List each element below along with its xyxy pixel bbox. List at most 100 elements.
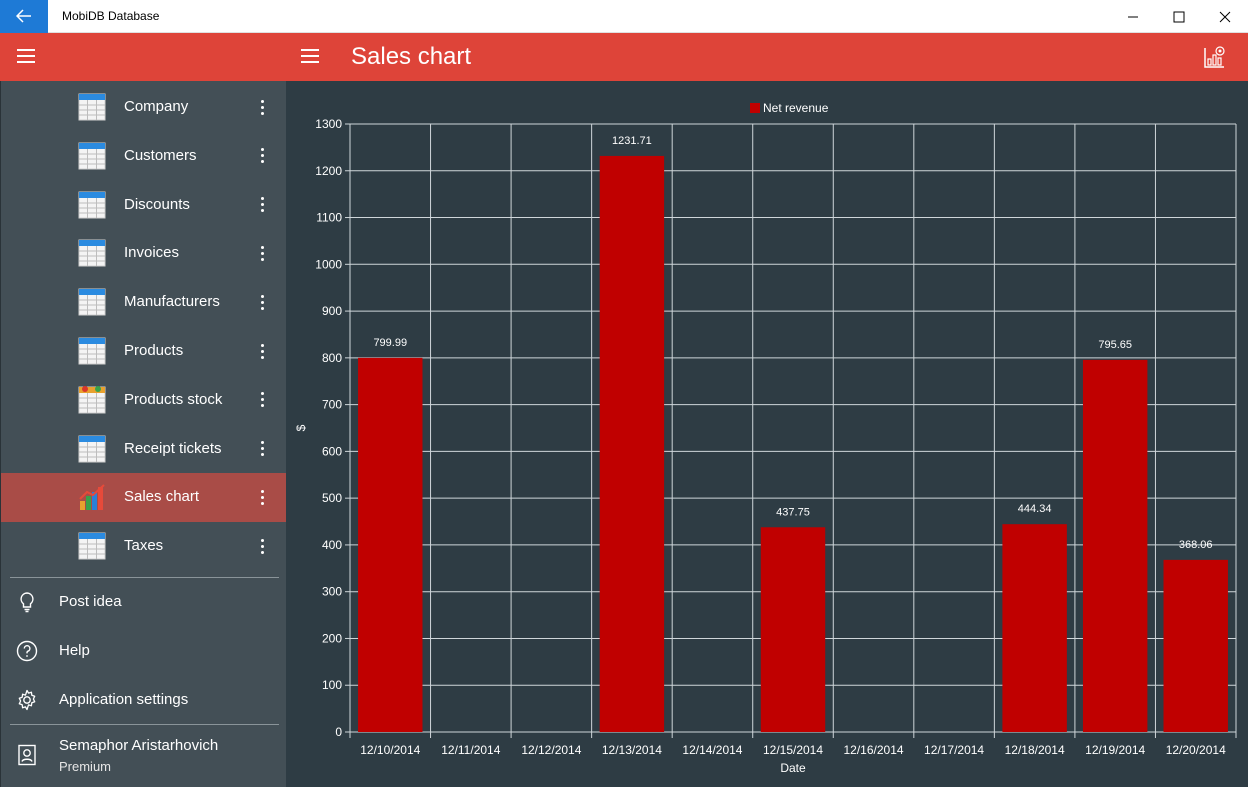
sidebar-divider bbox=[10, 577, 279, 578]
x-tick-label: 12/12/2014 bbox=[521, 743, 581, 757]
x-tick-label: 12/20/2014 bbox=[1166, 743, 1226, 757]
sidebar-item-label: Sales chart bbox=[124, 488, 200, 506]
table-icon bbox=[78, 93, 106, 121]
minimize-button[interactable] bbox=[1110, 0, 1156, 33]
x-tick-label: 12/18/2014 bbox=[1005, 743, 1065, 757]
table-icon bbox=[78, 435, 106, 463]
close-icon bbox=[1219, 11, 1231, 22]
y-tick-label: 300 bbox=[322, 585, 342, 599]
back-arrow-icon bbox=[16, 9, 31, 23]
data-label: 437.75 bbox=[776, 506, 810, 518]
user-name: Semaphor Aristarhovich bbox=[59, 737, 219, 754]
post-idea-label: Post idea bbox=[59, 593, 122, 610]
more-options-icon[interactable] bbox=[256, 437, 268, 461]
data-label: 799.99 bbox=[373, 337, 407, 349]
more-options-icon[interactable] bbox=[256, 290, 268, 314]
y-tick-label: 1300 bbox=[315, 117, 342, 131]
user-plan: Premium bbox=[59, 759, 112, 774]
x-tick-label: 12/13/2014 bbox=[602, 743, 662, 757]
data-label: 1231.71 bbox=[612, 135, 652, 147]
chart-area: 0 100 200 300 400 500 600 700 800 900 1000 1100 1200… bbox=[286, 81, 1248, 787]
sidebar-item-label: Company bbox=[124, 98, 189, 115]
chart-settings-button[interactable] bbox=[1202, 44, 1228, 70]
y-tick-label: 700 bbox=[322, 398, 342, 412]
more-options-icon[interactable] bbox=[256, 144, 268, 168]
chart-settings-icon bbox=[1204, 46, 1225, 68]
sidebar-item-label: Products stock bbox=[124, 390, 223, 408]
y-tick-label: 500 bbox=[322, 491, 342, 505]
sidebar-item-sales-chart[interactable]: Sales chart bbox=[1, 473, 287, 523]
sidebar-item-discounts[interactable]: Discounts bbox=[1, 181, 287, 230]
help-item[interactable]: Help bbox=[1, 627, 287, 676]
x-axis-label: Date bbox=[780, 761, 806, 775]
back-button[interactable] bbox=[0, 0, 48, 33]
bar-12-13-2014 bbox=[599, 155, 665, 732]
sidebar-item-label: Discounts bbox=[124, 195, 190, 213]
minimize-icon bbox=[1128, 16, 1138, 17]
sidebar-item-taxes[interactable]: Taxes bbox=[1, 522, 287, 571]
sidebar-item-label: Receipt tickets bbox=[124, 439, 222, 457]
more-options-icon[interactable] bbox=[256, 388, 268, 412]
x-tick-label: 12/10/2014 bbox=[360, 743, 420, 757]
sidebar-item-label: Taxes bbox=[124, 537, 164, 555]
bar-12-15-2014 bbox=[760, 527, 826, 732]
user-account-item[interactable]: Semaphor Aristarhovich Premium bbox=[1, 729, 287, 785]
sidebar-menu-button[interactable] bbox=[17, 49, 35, 63]
window-title: MobiDB Database bbox=[62, 9, 160, 23]
more-options-icon[interactable] bbox=[256, 534, 268, 558]
legend-label: Net revenue bbox=[763, 101, 829, 115]
sidebar-item-manufacturers[interactable]: Manufacturers bbox=[1, 278, 287, 327]
y-tick-label: 1000 bbox=[315, 257, 342, 271]
title-bar: MobiDB Database bbox=[0, 0, 1248, 33]
post-idea-item[interactable]: Post idea bbox=[1, 578, 287, 627]
table-icon bbox=[78, 142, 106, 170]
y-tick-label: 100 bbox=[322, 678, 342, 692]
x-tick-label: 12/19/2014 bbox=[1085, 743, 1145, 757]
close-button[interactable] bbox=[1202, 0, 1248, 33]
table-icon bbox=[78, 191, 106, 219]
y-tick-label: 800 bbox=[322, 351, 342, 365]
sidebar-item-products[interactable]: Products bbox=[1, 327, 287, 376]
x-tick-label: 12/17/2014 bbox=[924, 743, 984, 757]
bar-12-10-2014 bbox=[358, 357, 423, 732]
more-options-icon[interactable] bbox=[256, 193, 268, 217]
sidebar-item-products-stock[interactable]: Products stock bbox=[1, 376, 287, 425]
x-tick-label: 12/11/2014 bbox=[441, 743, 500, 757]
sidebar-item-company[interactable]: Company bbox=[1, 83, 287, 132]
more-options-icon[interactable] bbox=[256, 241, 268, 265]
sidebar: Company Customers Discounts Invoices Manufac… bbox=[0, 81, 287, 787]
more-options-icon[interactable] bbox=[256, 339, 268, 363]
bar-12-18-2014 bbox=[1002, 524, 1067, 732]
stock-table-icon bbox=[78, 385, 106, 414]
application-settings-item[interactable]: Application settings bbox=[1, 676, 287, 725]
page-menu-button[interactable] bbox=[301, 49, 319, 63]
y-tick-label: 400 bbox=[322, 538, 342, 552]
sidebar-item-receipt-tickets[interactable]: Receipt tickets bbox=[1, 425, 287, 474]
lightbulb-icon bbox=[20, 592, 34, 613]
sidebar-item-invoices[interactable]: Invoices bbox=[1, 229, 287, 278]
sidebar-item-label: Customers bbox=[124, 146, 197, 164]
data-label: 795.65 bbox=[1098, 339, 1132, 351]
sales-bar-chart: 0 100 200 300 400 500 600 700 800 900 1000 1100 1200… bbox=[294, 101, 1237, 775]
more-options-icon[interactable] bbox=[256, 485, 268, 509]
x-tick-label: 12/15/2014 bbox=[763, 743, 823, 757]
x-tick-label: 12/16/2014 bbox=[844, 743, 904, 757]
sidebar-item-label: Invoices bbox=[124, 244, 180, 262]
y-tick-label: 200 bbox=[322, 631, 342, 645]
y-tick-label: 0 bbox=[335, 725, 342, 739]
app-header: Sales chart bbox=[0, 33, 1248, 81]
maximize-button[interactable] bbox=[1156, 0, 1202, 33]
sidebar-item-label: Manufacturers bbox=[124, 293, 220, 311]
more-options-icon[interactable] bbox=[256, 95, 268, 119]
gear-icon bbox=[18, 689, 36, 711]
bar-chart-icon bbox=[79, 484, 105, 511]
y-tick-label: 1200 bbox=[315, 164, 342, 178]
data-label: 368.06 bbox=[1179, 539, 1213, 551]
maximize-icon bbox=[1173, 11, 1185, 22]
bar-12-19-2014 bbox=[1082, 359, 1148, 732]
sidebar-divider bbox=[10, 724, 279, 725]
table-icon bbox=[78, 288, 106, 316]
y-tick-label: 900 bbox=[322, 304, 342, 318]
table-icon bbox=[78, 239, 106, 267]
sidebar-item-customers[interactable]: Customers bbox=[1, 132, 287, 181]
